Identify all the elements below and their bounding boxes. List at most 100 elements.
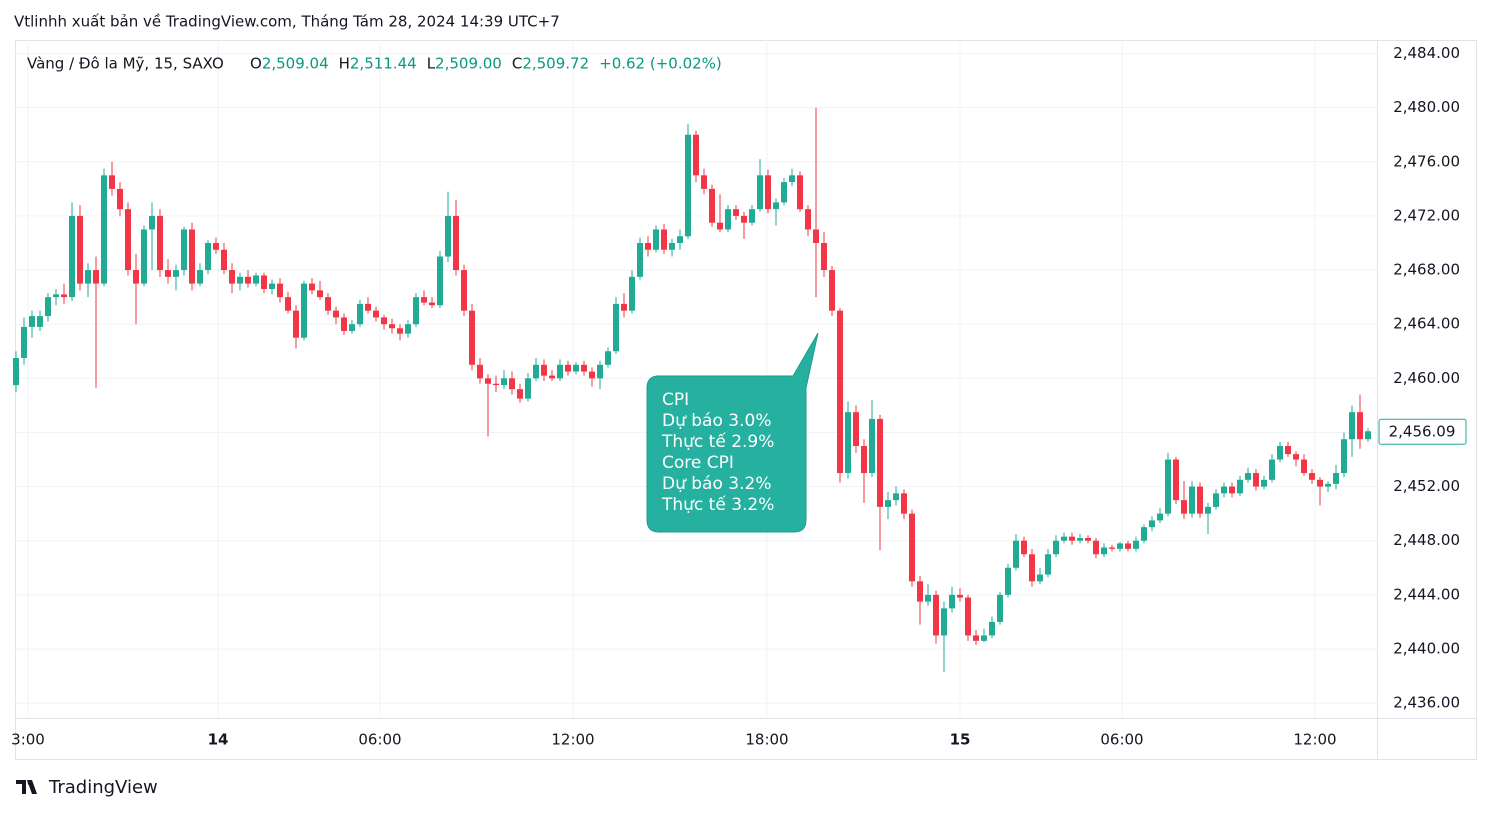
- candle-body: [773, 202, 779, 210]
- candle-body: [909, 513, 915, 582]
- candle-body: [93, 270, 99, 284]
- candle-body: [1269, 459, 1275, 480]
- y-tick-label: 2,452.00: [1393, 477, 1460, 495]
- candle-body: [693, 134, 699, 176]
- candle-body: [765, 175, 771, 210]
- callout-line: Thực tế 3.2%: [661, 494, 774, 515]
- candle-body: [197, 270, 203, 284]
- candle-body: [605, 351, 611, 365]
- candle-body: [1181, 500, 1187, 514]
- callout-line: Dự báo 3.0%: [662, 411, 771, 431]
- y-tick-label: 2,436.00: [1393, 694, 1460, 712]
- candle-body: [165, 270, 171, 277]
- candle-body: [405, 324, 411, 334]
- x-tick-label: 15: [950, 731, 971, 749]
- candle-body: [325, 297, 331, 311]
- candle-body: [309, 283, 315, 291]
- candle-body: [573, 364, 579, 372]
- candle-body: [501, 378, 507, 386]
- candle-body: [1093, 540, 1099, 555]
- candle-body: [549, 375, 555, 379]
- candle-body: [973, 635, 979, 641]
- x-tick-label: 12:00: [551, 731, 594, 749]
- published-note: Vtlinhh xuất bản về TradingView.com, Thá…: [14, 13, 560, 31]
- candle-body: [869, 418, 875, 474]
- candle-body: [437, 256, 443, 306]
- y-tick-label: 2,472.00: [1393, 206, 1460, 224]
- candle-body: [461, 270, 467, 311]
- y-tick-label: 2,484.00: [1393, 44, 1460, 62]
- candle-body: [1141, 527, 1147, 541]
- y-tick-label: 2,460.00: [1393, 369, 1460, 387]
- candle-body: [1333, 473, 1339, 484]
- x-tick-label: 3:00: [11, 731, 45, 749]
- candle-body: [1325, 483, 1331, 487]
- candle-body: [917, 581, 923, 602]
- candle-body: [1077, 538, 1083, 541]
- candle-body: [301, 283, 307, 338]
- candle-body: [141, 229, 147, 284]
- candle-body: [29, 316, 35, 327]
- candle-body: [1117, 543, 1123, 549]
- candle-body: [341, 317, 347, 331]
- candle-body: [669, 242, 675, 250]
- candle-body: [893, 493, 899, 501]
- y-tick-label: 2,448.00: [1393, 531, 1460, 549]
- candle-body: [949, 594, 955, 609]
- brand-logo: [16, 780, 37, 794]
- candle-body: [1053, 540, 1059, 555]
- candle-body: [1085, 538, 1091, 541]
- candle-body: [1013, 540, 1019, 568]
- candle-body: [277, 283, 283, 298]
- legend-key: H: [339, 55, 350, 73]
- candle-body: [653, 229, 659, 250]
- candle-body: [565, 364, 571, 372]
- callout-line: Core CPI: [662, 453, 734, 473]
- y-tick-label: 2,476.00: [1393, 152, 1460, 170]
- candle-body: [1253, 473, 1259, 487]
- candle-body: [1125, 543, 1131, 549]
- candle-body: [813, 229, 819, 243]
- candle-body: [53, 294, 59, 298]
- candle-body: [1237, 479, 1243, 494]
- candle-body: [941, 608, 947, 636]
- candle-body: [173, 270, 179, 277]
- candle-body: [413, 297, 419, 325]
- candle-body: [293, 310, 299, 338]
- callout-line: CPI: [662, 390, 689, 410]
- candle-body: [1261, 479, 1267, 487]
- candle-body: [717, 222, 723, 230]
- x-tick-label: 06:00: [1100, 731, 1143, 749]
- candle-body: [757, 175, 763, 210]
- candle-body: [397, 328, 403, 334]
- y-tick-label: 2,464.00: [1393, 315, 1460, 333]
- candle-body: [709, 188, 715, 223]
- candle-body: [1229, 486, 1235, 494]
- callout-line: Thực tế 2.9%: [661, 431, 774, 452]
- candle-body: [245, 276, 251, 284]
- candle-body: [637, 242, 643, 277]
- last-price-box: [1378, 418, 1467, 445]
- legend-value: 2,509.72: [522, 55, 589, 73]
- candle-body: [357, 303, 363, 325]
- candle-body: [957, 594, 963, 598]
- candle-body: [381, 317, 387, 325]
- candle-body: [125, 209, 131, 271]
- candle-body: [1165, 459, 1171, 514]
- candle-body: [1109, 547, 1115, 549]
- candle-body: [253, 275, 259, 284]
- y-tick-label: 2,444.00: [1393, 585, 1460, 603]
- candle-body: [645, 242, 651, 250]
- candle-body: [1029, 554, 1035, 582]
- brand-name: TradingView: [48, 777, 158, 798]
- y-tick-label: 2,468.00: [1393, 261, 1460, 279]
- candle-body: [725, 209, 731, 230]
- candle-body: [389, 324, 395, 329]
- callout-box: [646, 332, 819, 533]
- candle-body: [685, 134, 691, 237]
- candle-body: [989, 621, 995, 636]
